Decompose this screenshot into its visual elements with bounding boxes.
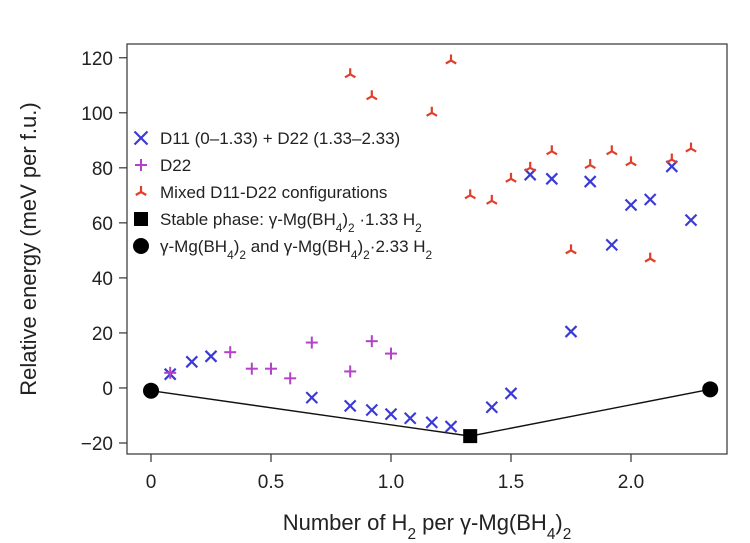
y-tick-label: 20	[92, 324, 113, 345]
legend-marker	[135, 159, 147, 171]
point-d11_d22	[643, 193, 657, 206]
point-mixed	[366, 90, 378, 101]
point-d11_d22	[605, 238, 619, 252]
y-tick-label: 100	[81, 104, 113, 125]
point-d11_d22	[564, 325, 578, 338]
legend-marker	[134, 212, 148, 226]
legend-label: γ-Mg(BH4)2 and γ-Mg(BH4)2·2.33 H2	[160, 237, 433, 262]
point-mixed	[445, 54, 457, 65]
legend-label: Stable phase: γ-Mg(BH4)2 ·1.33 H2	[160, 210, 422, 235]
point-d22	[164, 366, 177, 379]
hull-line	[150, 388, 711, 437]
point-d22	[245, 362, 258, 375]
legend-marker	[133, 238, 149, 254]
point-d22	[385, 347, 397, 360]
point-d11_d22	[343, 399, 357, 413]
point-mixed	[644, 252, 656, 263]
x-tick-label: 1.0	[378, 472, 404, 493]
y-tick-label: 40	[92, 269, 113, 290]
point-mixed	[486, 194, 498, 205]
point-mixed	[344, 68, 356, 79]
point-d11_d22	[624, 198, 638, 212]
point-mixed	[565, 244, 577, 255]
x-tick-label: 0	[146, 472, 157, 493]
point-endpoints	[143, 382, 159, 399]
point-mixed	[546, 145, 558, 156]
legend-label: D11 (0–1.33) + D22 (1.33–2.33)	[160, 129, 400, 148]
point-d11_d22	[403, 411, 417, 425]
y-axis-label: Relative energy (meV per f.u.)	[16, 102, 41, 395]
x-tick-label: 0.5	[258, 472, 284, 493]
point-mixed	[584, 159, 596, 170]
point-d22	[265, 362, 277, 375]
axes: −20 0 20 40 60 80 100 120 0 0.5 1.0 1.5 2.0	[81, 43, 728, 493]
point-d22	[284, 372, 297, 385]
plot-frame	[126, 43, 728, 455]
point-d11_d22	[204, 350, 218, 363]
legend-item: D22	[135, 156, 191, 175]
point-mixed	[685, 142, 697, 153]
point-d22	[344, 365, 357, 378]
y-tick-label: 80	[92, 159, 113, 180]
point-d11_d22	[545, 172, 559, 186]
point-mixed	[666, 153, 678, 164]
point-d11_d22	[365, 403, 379, 417]
point-stable	[463, 429, 478, 444]
point-mixed	[464, 189, 476, 200]
legend-marker	[133, 130, 149, 146]
x-axis-label: Number of H2 per γ-Mg(BH4)2	[283, 510, 572, 543]
point-d11_d22	[444, 420, 458, 433]
point-d11_d22	[305, 391, 319, 404]
point-d11_d22	[583, 175, 597, 188]
point-mixed	[524, 161, 536, 172]
point-d11_d22	[384, 407, 398, 421]
point-d11_d22	[425, 416, 439, 429]
point-d11_d22	[684, 213, 698, 227]
y-tick-label: 60	[92, 214, 113, 235]
point-d11_d22	[185, 355, 199, 369]
convex-hull	[150, 388, 711, 437]
point-endpoints	[702, 381, 719, 398]
legend-item: Mixed D11-D22 configurations	[135, 183, 387, 202]
y-tick-label: 0	[102, 379, 113, 400]
axis-labels: Number of H2 per γ-Mg(BH4)2 Relative ener…	[16, 102, 571, 542]
point-d22	[305, 336, 318, 349]
y-tick-label: −20	[81, 434, 113, 455]
legend-label: D22	[160, 156, 191, 175]
point-d22	[365, 335, 378, 348]
point-d11_d22	[485, 400, 499, 414]
point-mixed	[606, 145, 618, 156]
x-tick-label: 1.5	[498, 472, 524, 493]
legend-marker	[135, 186, 147, 196]
legend: D11 (0–1.33) + D22 (1.33–2.33) D22 Mixed D…	[133, 129, 433, 262]
legend-item: Stable phase: γ-Mg(BH4)2 ·1.33 H2	[134, 210, 422, 235]
data-points	[143, 54, 719, 444]
x-tick-label: 2.0	[618, 472, 644, 493]
legend-item: γ-Mg(BH4)2 and γ-Mg(BH4)2·2.33 H2	[133, 237, 433, 262]
y-tick-label: 120	[81, 49, 113, 70]
point-mixed	[426, 106, 438, 117]
point-mixed	[505, 172, 517, 183]
point-d11_d22	[504, 387, 518, 400]
point-mixed	[625, 156, 637, 167]
legend-label: Mixed D11-D22 configurations	[160, 183, 387, 202]
legend-item: D11 (0–1.33) + D22 (1.33–2.33)	[133, 129, 400, 148]
point-d22	[224, 346, 237, 359]
